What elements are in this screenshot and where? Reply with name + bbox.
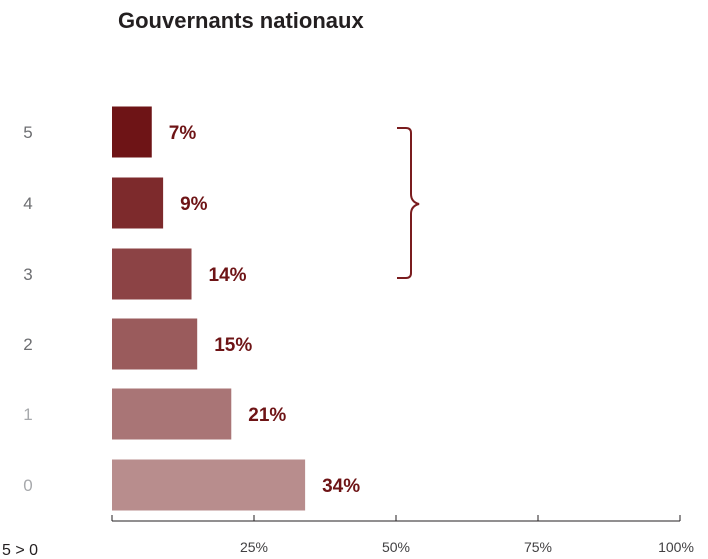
bar-1 [112, 388, 232, 440]
bar-4 [112, 177, 164, 229]
x-axis-ticks: 25% 50% 75% 100% [111, 515, 694, 555]
x-tick-label-25: 25% [240, 539, 268, 555]
category-label-5: 5 [23, 123, 32, 142]
category-label-4: 4 [23, 194, 32, 213]
category-label-1: 1 [23, 405, 32, 424]
value-label-2: 15% [214, 335, 252, 356]
value-label-4: 9% [180, 194, 208, 215]
x-tick-label-75: 75% [524, 539, 552, 555]
axis-note: 5 > 0 [2, 542, 38, 559]
bar-3 [112, 248, 192, 300]
bars-layer [112, 106, 306, 511]
category-label-3: 3 [23, 265, 32, 284]
bar-0 [112, 459, 306, 511]
category-label-0: 0 [23, 476, 32, 495]
bar-5 [112, 106, 152, 158]
value-label-1: 21% [248, 405, 286, 426]
category-labels: 5 4 3 2 1 0 [23, 123, 32, 495]
value-label-3: 14% [209, 265, 247, 286]
x-tick-label-100: 100% [658, 539, 694, 555]
chart-title: Gouvernants nationaux [118, 8, 364, 33]
x-tick-label-50: 50% [382, 539, 410, 555]
value-labels: 7% 9% 14% 15% 21% 34% [169, 123, 360, 497]
category-label-2: 2 [23, 335, 32, 354]
group-bracket [397, 127, 420, 279]
value-label-0: 34% [322, 476, 360, 497]
bar-2 [112, 318, 198, 370]
value-label-5: 7% [169, 123, 197, 144]
